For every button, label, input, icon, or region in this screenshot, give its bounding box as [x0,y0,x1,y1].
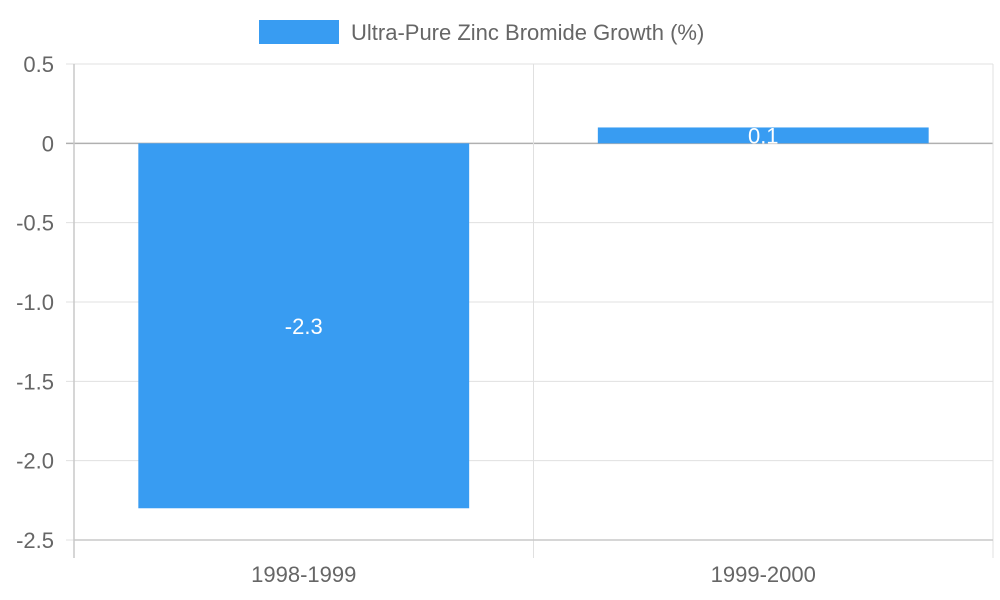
bars [138,127,929,509]
data-label: 0.1 [748,123,779,148]
y-tick-label: -1.0 [16,290,54,315]
y-tick-label: 0.5 [23,52,54,77]
legend-swatch[interactable] [259,20,339,44]
y-tick-label: 0 [42,131,54,156]
y-tick-label: -2.0 [16,449,54,474]
bar[interactable] [597,127,929,144]
bar[interactable] [138,143,470,509]
data-label: -2.3 [285,314,323,339]
legend[interactable]: Ultra-Pure Zinc Bromide Growth (%) [259,20,704,45]
labels: 0.5 0 -0.5 -1.0 -1.5 -2.0 -2.5 -2.3 1998-1999 0.1… [16,52,816,587]
y-tick-label: -0.5 [16,211,54,236]
y-tick-label: -2.5 [16,528,54,553]
x-tick-label: 1998-1999 [251,562,356,587]
legend-label[interactable]: Ultra-Pure Zinc Bromide Growth (%) [351,20,704,45]
y-tick-label: -1.5 [16,369,54,394]
x-tick-label: 1999-2000 [711,562,816,587]
